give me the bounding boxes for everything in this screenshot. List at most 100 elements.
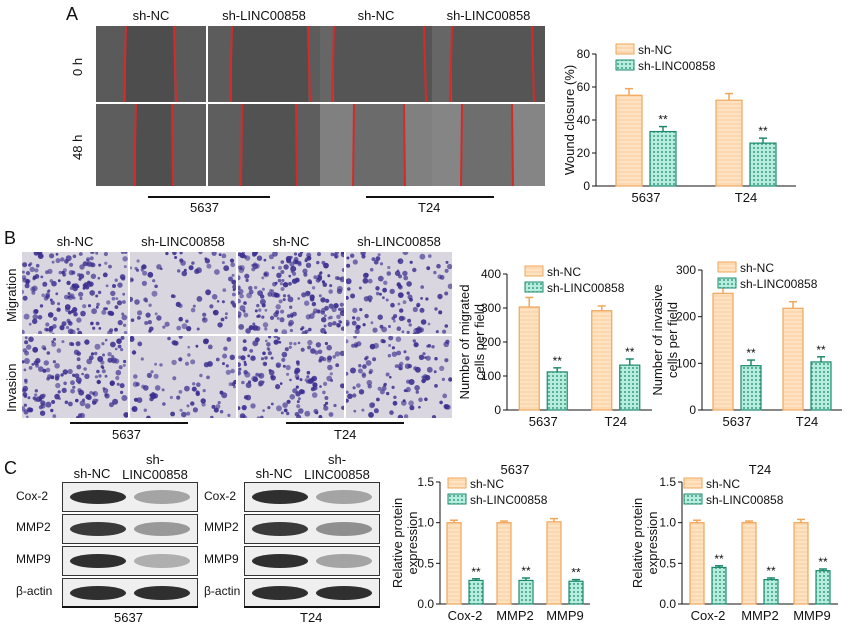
panel-a-row-label: 0 h	[70, 57, 85, 76]
legend-swatch	[683, 477, 703, 489]
x-tick-label: 5637	[529, 414, 558, 429]
y-tick-label: 100	[676, 356, 696, 370]
blot-strip	[244, 578, 380, 608]
protein-t24-chart: 0.0 0.5 1.0 1.5 Relative protein expression T2…	[630, 462, 838, 623]
significance-label: **	[553, 354, 563, 368]
group-label: 5637	[190, 200, 219, 215]
significance-label: **	[625, 345, 635, 359]
bar	[468, 579, 484, 605]
y-axis-label: expression	[645, 512, 660, 575]
x-tick-label: MMP2	[741, 608, 779, 623]
legend-label: sh-NC	[706, 477, 740, 491]
blot-strip	[62, 578, 198, 608]
bar	[712, 292, 734, 411]
legend-swatch	[717, 261, 737, 273]
blot-row-label: Cox-2	[16, 489, 49, 503]
y-tick-label: 20	[577, 146, 591, 160]
transwell-image	[22, 252, 128, 334]
y-tick-label: 400	[481, 267, 501, 281]
legend-label: sh-NC	[638, 43, 672, 57]
significance-label: **	[758, 124, 768, 138]
x-tick-label: MMP9	[793, 608, 831, 623]
y-tick-label: 60	[577, 80, 591, 94]
panel-a-col-label: sh-LINC00858	[222, 8, 306, 23]
y-tick-label: 200	[676, 310, 696, 324]
y-tick-label: 0	[689, 403, 696, 417]
y-tick-label: 80	[577, 47, 591, 61]
panel-a-letter: A	[66, 4, 79, 24]
group-label: T24	[418, 200, 441, 215]
bar	[446, 522, 462, 605]
legend-label: sh-LINC00858	[740, 277, 818, 291]
x-tick-label: Cox-2	[691, 608, 726, 623]
blot-row-label: MMP9	[204, 552, 239, 566]
bar	[689, 522, 705, 605]
y-tick-label: 0.0	[417, 597, 434, 611]
significance-label: **	[714, 552, 724, 566]
panel-b-col-label: sh-LINC00858	[141, 234, 225, 249]
y-tick-label: 1.0	[417, 516, 434, 530]
significance-label: **	[818, 555, 828, 569]
blot-row-label: β-actin	[204, 584, 241, 598]
x-tick-label: MMP2	[496, 608, 534, 623]
bar	[782, 307, 804, 411]
migration-chart: 0 100 200 300 400 Number of migrated cells per…	[457, 265, 652, 429]
y-tick-label: 0.5	[659, 556, 676, 570]
transwell-image	[238, 252, 344, 334]
wound-image	[432, 104, 545, 186]
y-tick-label: 300	[481, 301, 501, 315]
group-underline	[70, 422, 188, 424]
panel-b-row-label: Invasion	[4, 363, 19, 412]
legend-label: sh-LINC00858	[638, 59, 716, 73]
bar	[815, 570, 831, 605]
y-tick-label: 40	[577, 113, 591, 127]
panel-b-col-label: sh-LINC00858	[357, 234, 441, 249]
blot-strip	[62, 546, 198, 576]
group-label: T24	[300, 610, 323, 625]
blot-col-label: sh- LINC00858	[304, 452, 370, 482]
bar	[715, 99, 743, 187]
blot-row-label: MMP2	[16, 520, 51, 534]
protein-5637-chart: 0.0 0.5 1.0 1.5 Relative protein expression 56…	[390, 462, 590, 623]
bar	[496, 522, 512, 605]
blot-row-label: MMP9	[16, 552, 51, 566]
panel-a-col-label: sh-NC	[132, 8, 170, 23]
panel-b-col-label: sh-NC	[272, 234, 310, 249]
bar	[615, 94, 643, 187]
y-tick-label: 200	[481, 335, 501, 349]
y-tick-label: 100	[481, 369, 501, 383]
significance-label: **	[521, 564, 531, 578]
bar	[810, 361, 832, 411]
x-tick-label: 5637	[723, 414, 752, 429]
bar	[793, 522, 809, 605]
group-label: 5637	[114, 610, 143, 625]
y-tick-label: 0.5	[417, 556, 434, 570]
significance-label: **	[571, 566, 581, 580]
blot-col-label: sh-NC	[73, 466, 111, 481]
bar	[619, 364, 641, 411]
blot-row-label: MMP2	[204, 520, 239, 534]
transwell-image	[238, 336, 344, 418]
bar	[649, 130, 677, 187]
group-underline	[286, 422, 404, 424]
group-underline	[148, 196, 270, 198]
y-axis-label: cells per field	[665, 302, 680, 378]
group-underline	[366, 196, 494, 198]
chart-title: 5637	[501, 462, 530, 477]
y-axis-label: Relative protein	[390, 498, 405, 588]
legend-label: sh-LINC00858	[706, 493, 784, 507]
y-axis-label: Wound closure (%)	[562, 65, 577, 175]
bar	[546, 521, 562, 605]
bar	[763, 578, 779, 605]
bar	[740, 365, 762, 411]
panel-b-letter: B	[4, 228, 17, 248]
y-tick-label: 300	[676, 263, 696, 277]
bar	[711, 566, 727, 605]
legend-label: sh-LINC00858	[547, 281, 625, 295]
significance-label: **	[658, 113, 668, 127]
panel-a-col-label: sh-LINC00858	[446, 8, 531, 23]
significance-label: **	[766, 564, 776, 578]
group-label: 5637	[112, 427, 141, 442]
blot-strip	[62, 482, 198, 512]
